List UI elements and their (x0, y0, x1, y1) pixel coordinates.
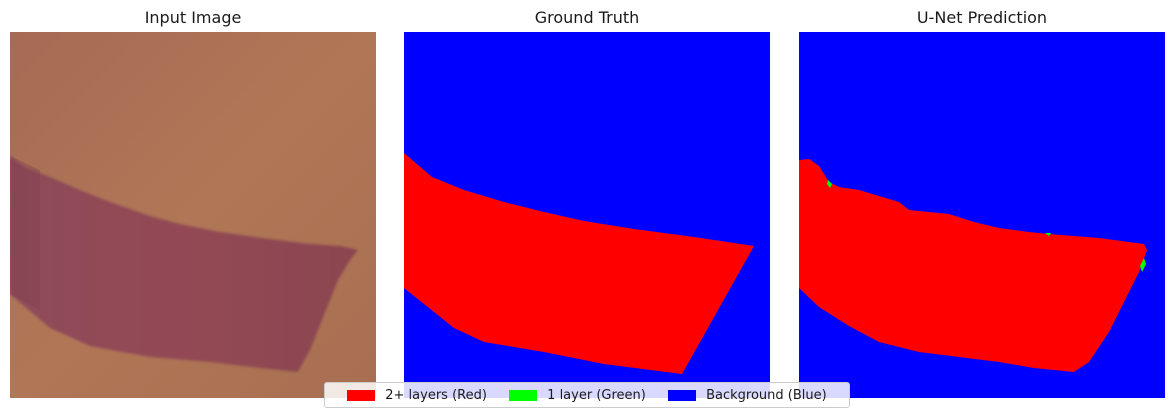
one-layer-speck (1140, 258, 1146, 272)
one-layer-speck (1045, 233, 1051, 236)
input-image-canvas (10, 32, 376, 398)
legend-item-background: Background (Blue) (668, 388, 827, 403)
two-plus-layers-region (404, 153, 754, 374)
green-swatch (509, 389, 538, 401)
prediction-canvas (799, 32, 1165, 398)
legend-item-2plus-layers: 2+ layers (Red) (347, 388, 487, 403)
ground-truth-canvas (404, 32, 770, 398)
input-image (10, 32, 376, 398)
legend: 2+ layers (Red) 1 layer (Green) Backgrou… (324, 382, 850, 408)
ground-truth-mask (404, 32, 770, 398)
ground-truth-title: Ground Truth (534, 8, 640, 27)
one-layer-speck (827, 180, 832, 188)
flake-edge-shade (10, 156, 40, 310)
legend-item-1-layer: 1 layer (Green) (509, 388, 646, 403)
blue-swatch (668, 389, 697, 401)
legend-label: Background (Blue) (706, 387, 827, 403)
flake-region (10, 156, 358, 372)
red-swatch (347, 389, 376, 401)
two-plus-layers-region (799, 159, 1147, 372)
input-image-title: Input Image (144, 8, 242, 27)
legend-label: 1 layer (Green) (547, 387, 646, 403)
legend-label: 2+ layers (Red) (385, 387, 487, 403)
unet-prediction-mask (799, 32, 1165, 398)
prediction-title: U-Net Prediction (916, 8, 1048, 27)
